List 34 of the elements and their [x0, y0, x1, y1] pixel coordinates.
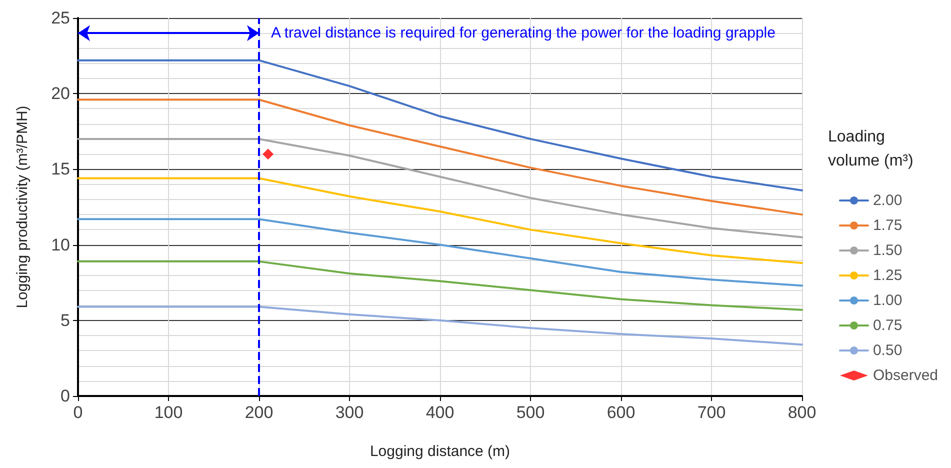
x-tick-label: 300 — [335, 403, 364, 422]
y-axis-title: Logging productivity (m³/PMH) — [14, 106, 31, 308]
x-axis-title: Logging distance (m) — [370, 443, 510, 460]
y-tick-label: 5 — [60, 310, 70, 330]
legend-label: 1.75 — [872, 217, 902, 234]
y-tick-label: 25 — [51, 8, 70, 28]
x-tick-label: 600 — [606, 403, 636, 422]
legend-label: 1.00 — [872, 292, 902, 309]
legend-label: 0.50 — [872, 342, 902, 359]
legend-label: 1.50 — [872, 242, 902, 259]
y-tick-label: 15 — [51, 160, 70, 179]
legend-title: Loading volume (m³) — [828, 128, 914, 170]
line-series — [77, 260, 803, 311]
line-series — [77, 59, 803, 192]
legend-label: 0.75 — [872, 317, 902, 334]
annotation: A travel distance is required for generating the power for the loading grapple — [271, 24, 776, 42]
y-tick-label: 20 — [51, 84, 70, 104]
line-series — [77, 177, 803, 264]
x-tick-label: 500 — [516, 403, 545, 422]
line-series — [77, 306, 803, 346]
x-tick-label: 800 — [788, 403, 816, 422]
legend-label: 1.25 — [872, 267, 902, 284]
x-tick-label: 100 — [154, 403, 183, 422]
line-series — [77, 138, 803, 238]
x-tick-label: 200 — [244, 403, 274, 422]
x-tick-label: 700 — [697, 403, 726, 422]
x-tick-label: 400 — [426, 403, 454, 422]
x-tick-label: 0 — [73, 403, 83, 422]
line-series — [77, 218, 803, 287]
y-tick-label: 10 — [51, 235, 70, 254]
legend-label: Observed — [872, 367, 938, 384]
y-tick-label: 0 — [60, 386, 70, 406]
legend-label: 2.00 — [872, 192, 902, 209]
line-series — [77, 98, 803, 216]
